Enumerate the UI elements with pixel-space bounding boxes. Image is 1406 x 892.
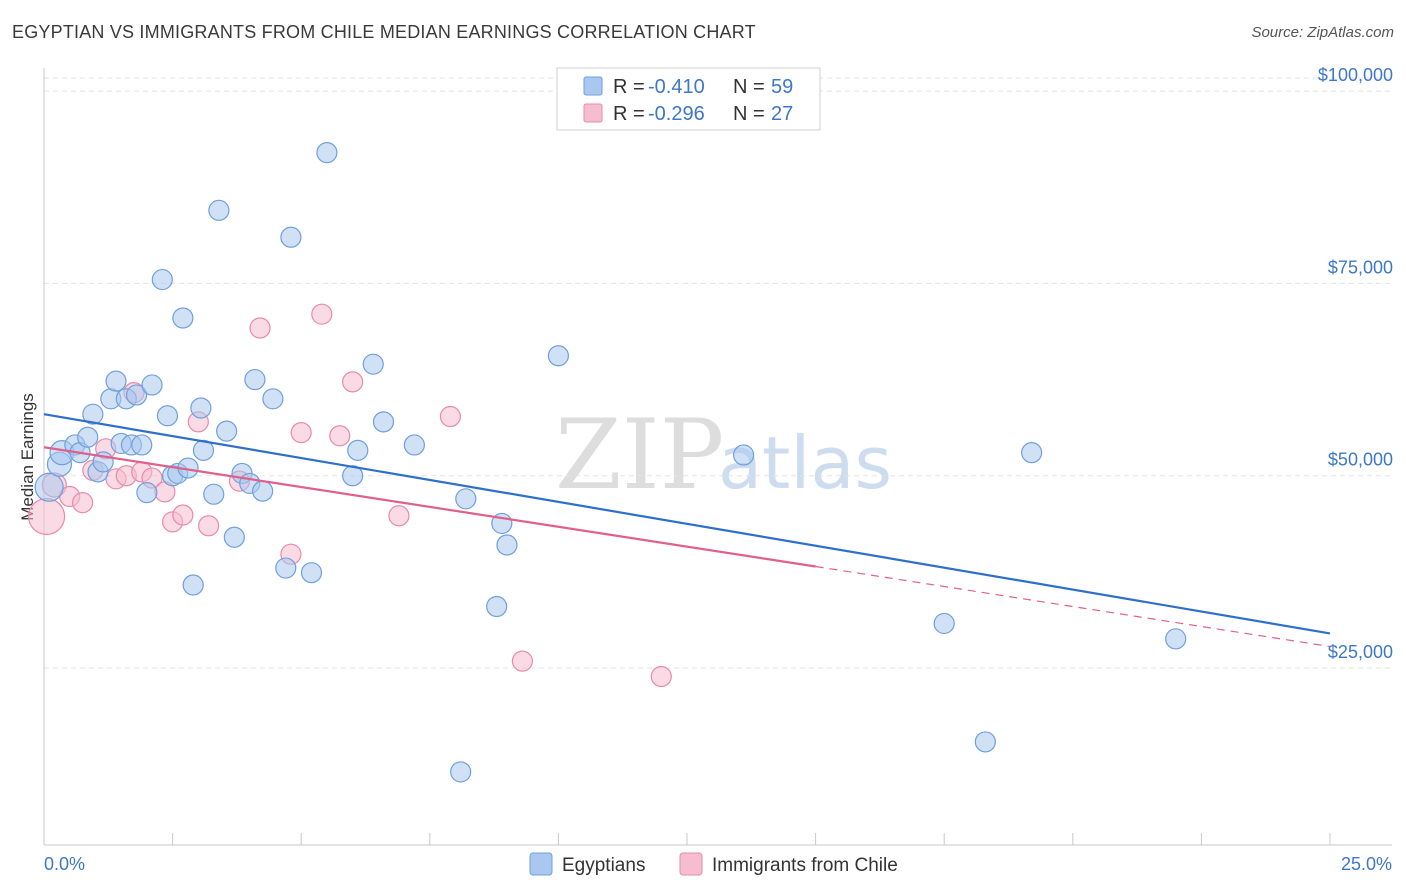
egyptian-point-38: [300, 562, 323, 584]
chile-point-26: [650, 665, 672, 688]
series-legend: Egyptians Immigrants from Chile: [529, 852, 898, 876]
legend-n-value-chile: 27: [771, 103, 793, 125]
egyptian-point-15: [131, 434, 153, 456]
egyptian-point-43: [372, 411, 395, 433]
egyptian-point-17: [141, 374, 163, 396]
chile-point-20: [311, 303, 333, 325]
chile-point-13: [172, 504, 194, 526]
egyptian-point-16: [136, 482, 158, 504]
x-tick-label-min: 0.0%: [44, 854, 85, 874]
chile-point-19: [290, 422, 312, 444]
egyptian-point-34: [252, 480, 274, 502]
egyptian-point-30: [223, 526, 245, 548]
trend-lines: [43, 413, 1331, 648]
y-tick-label-2: $75,000: [1328, 257, 1393, 277]
y-tick-label-1: $50,000: [1328, 450, 1393, 470]
egyptian-point-44: [403, 434, 425, 456]
egyptian-point-47: [486, 595, 508, 618]
x-tick-marks: [43, 833, 1331, 845]
egyptian-point-46: [455, 488, 477, 510]
chile-point-24: [439, 405, 461, 428]
chile-point-21: [329, 425, 351, 447]
legend-r-label-chile: R =: [613, 103, 645, 125]
egyptian-point-6: [82, 403, 104, 425]
egyptian-point-19: [156, 405, 179, 427]
egyptian-point-14: [125, 384, 148, 406]
bottom-legend-swatch-chile: [679, 852, 703, 876]
source-label: Source: ZipAtlas.com: [1251, 24, 1394, 41]
egyptian-point-37: [280, 226, 302, 248]
egyptian-point-35: [262, 388, 284, 410]
egyptian-point-41: [347, 439, 369, 461]
watermark-zip: ZIP: [555, 399, 724, 511]
bottom-legend-swatch-egyptians: [529, 852, 553, 876]
egyptian-point-18: [151, 268, 173, 291]
egyptian-point-54: [1021, 442, 1043, 464]
legend-swatch-egyptians: [583, 76, 603, 96]
legend-n-label-egyptians: N =: [733, 76, 765, 98]
bottom-legend-label-egyptians: Egyptians: [562, 855, 645, 876]
legend-n-value-egyptians: 59: [771, 76, 793, 98]
chile-point-3: [71, 492, 94, 514]
egyptian-point-53: [974, 731, 996, 753]
egyptian-point-49: [496, 534, 518, 556]
chart-title: EGYPTIAN VS IMMIGRANTS FROM CHILE MEDIAN…: [12, 22, 756, 42]
egyptian-point-42: [362, 353, 384, 375]
egyptian-point-22: [172, 307, 194, 329]
egyptian-point-24: [182, 574, 204, 596]
egyptian-point-33: [244, 368, 266, 391]
y-tick-label-3: $100,000: [1318, 65, 1393, 85]
chile-point-22: [342, 371, 364, 393]
legend-r-value-egyptians: -0.410: [648, 76, 705, 98]
chile-point-15: [198, 515, 220, 537]
egyptian-points: [34, 142, 1187, 783]
egyptian-point-0: [34, 472, 64, 502]
egyptian-point-55: [1165, 628, 1187, 650]
grid: [44, 77, 1392, 669]
egyptian-point-5: [77, 426, 99, 448]
legend-swatch-chile: [583, 103, 603, 123]
egyptian-point-28: [208, 199, 230, 221]
x-tick-label-max: 25.0%: [1341, 854, 1392, 874]
egyptian-point-50: [547, 345, 570, 367]
chile-point-23: [388, 505, 410, 527]
y-tick-labels: $25,000 $50,000 $75,000 $100,000: [1318, 65, 1393, 662]
y-tick-label-0: $25,000: [1328, 642, 1393, 662]
egyptian-point-39: [316, 142, 338, 164]
egyptian-point-10: [105, 370, 127, 392]
egyptian-point-25: [190, 397, 212, 419]
chile-point-25: [511, 650, 533, 672]
y-axis-label: Median Earnings: [18, 393, 37, 521]
chile-point-0: [27, 497, 66, 536]
bottom-legend-label-chile: Immigrants from Chile: [712, 855, 898, 876]
legend-n-label-chile: N =: [733, 103, 765, 125]
chile-point-17: [249, 317, 271, 339]
egyptian-trend-line: [43, 413, 1331, 635]
egyptian-point-51: [732, 444, 755, 466]
egyptian-point-36: [275, 557, 297, 579]
egyptian-point-52: [933, 612, 955, 635]
egyptian-point-29: [216, 420, 238, 442]
chile-trend-line: [43, 446, 816, 568]
egyptian-point-45: [450, 761, 472, 783]
egyptian-point-27: [203, 483, 225, 505]
chile-trend-extension: [815, 565, 1331, 648]
legend-r-value-chile: -0.296: [648, 103, 705, 125]
correlation-legend: R = -0.410 N = 59 R = -0.296 N = 27: [556, 67, 821, 131]
legend-r-label-egyptians: R =: [613, 76, 645, 98]
